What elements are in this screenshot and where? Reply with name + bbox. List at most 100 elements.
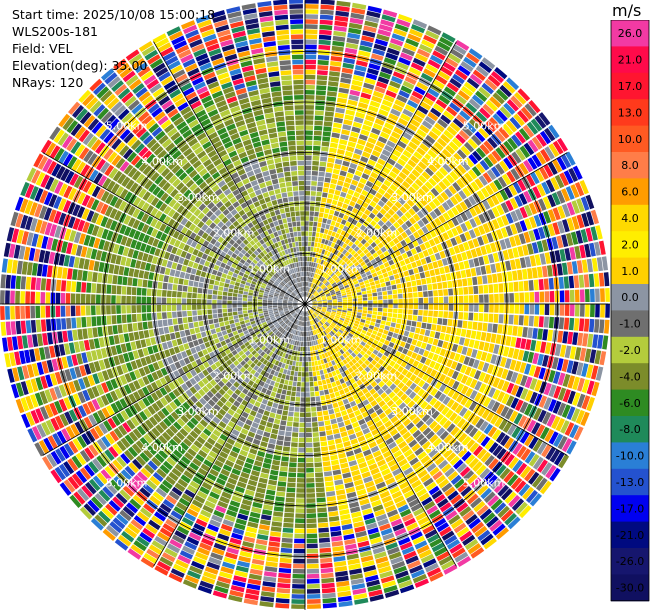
gate-1010	[338, 274, 344, 279]
gate-1402	[524, 218, 532, 230]
gate-316	[334, 189, 341, 196]
gate-2159	[477, 361, 485, 371]
gate-2834	[314, 318, 318, 323]
gate-2493	[370, 353, 376, 359]
gate-3700	[271, 521, 282, 527]
gate-2396	[464, 398, 473, 409]
gate-650	[311, 289, 315, 294]
gate-3163	[364, 480, 375, 488]
gate-1914	[442, 318, 448, 326]
gate-410	[394, 23, 409, 33]
gate-2263	[406, 350, 413, 357]
gate-3681	[285, 426, 293, 432]
gate-262	[333, 163, 342, 170]
gate-2390	[439, 383, 447, 393]
gate-2451	[442, 396, 451, 406]
gate-318	[337, 180, 344, 187]
gate-2106	[509, 359, 517, 371]
gate-964	[385, 228, 393, 236]
gate-375	[340, 191, 347, 198]
gate-575	[409, 95, 421, 105]
gate-946	[318, 289, 323, 293]
gate-2081	[389, 326, 395, 333]
gate-845	[374, 223, 381, 231]
gate-1828	[605, 304, 610, 318]
gate-3437	[309, 386, 315, 392]
gate-2018	[371, 318, 376, 323]
gate-2648	[497, 484, 510, 497]
gate-3060	[414, 540, 428, 550]
gate-158	[326, 91, 337, 97]
gate-2884	[453, 522, 467, 534]
gate-1364	[345, 287, 350, 291]
gate-3316	[316, 370, 321, 376]
gate-3562	[299, 422, 305, 428]
gate-2446	[422, 382, 430, 391]
gate-2513	[449, 412, 458, 422]
gate-3166	[369, 494, 380, 503]
gate-2073	[350, 316, 356, 320]
gate-1679	[448, 288, 454, 296]
gate-793	[392, 192, 401, 201]
gate-595	[321, 271, 326, 277]
gate-3715	[260, 596, 275, 603]
gate-1366	[354, 283, 360, 288]
gate-226	[344, 47, 358, 55]
gate-1071	[347, 270, 353, 275]
gate-1510	[483, 255, 490, 265]
gate-2649	[501, 488, 513, 501]
gate-696	[438, 94, 451, 105]
gate-2578	[465, 439, 476, 450]
gate-1559	[435, 275, 442, 283]
gate-2635	[450, 440, 461, 451]
gate-1705	[578, 274, 585, 288]
gate-2704	[477, 484, 489, 496]
gate-3337	[333, 474, 343, 481]
gate-2121	[581, 379, 590, 394]
gate-3479	[322, 597, 337, 604]
gate-1083	[396, 234, 404, 242]
gate-2261	[397, 346, 404, 353]
gate-408	[391, 33, 406, 42]
gate-1537	[327, 298, 332, 301]
gate-1272	[460, 222, 468, 232]
gate-1555	[416, 279, 422, 286]
gate-149	[322, 136, 331, 142]
gate-2274	[456, 372, 464, 382]
gate-2187	[330, 314, 336, 317]
gate-3334	[331, 459, 339, 466]
gate-3011	[312, 319, 315, 325]
gate-3110	[385, 504, 397, 513]
gate-1586	[569, 246, 576, 260]
gate-1909	[417, 315, 423, 322]
gate-1205	[420, 234, 428, 243]
gate-1948	[317, 306, 322, 308]
gate-1850	[418, 309, 423, 316]
gate-2662	[333, 334, 339, 339]
gate-222	[341, 67, 354, 74]
gate-747	[425, 134, 436, 145]
gate-533	[313, 284, 316, 289]
gate-2930	[408, 475, 419, 485]
gate-2222	[492, 377, 501, 388]
gate-1091	[429, 210, 438, 220]
gate-586	[434, 45, 449, 56]
gate-2111	[533, 366, 541, 378]
gate-1168	[510, 168, 521, 181]
gate-4857	[204, 341, 211, 348]
gate-3409	[331, 540, 344, 547]
gate-3802	[268, 438, 277, 445]
gate-3742	[277, 435, 285, 441]
gate-2776	[318, 321, 323, 326]
gate-2757	[447, 471, 459, 482]
gate-626	[399, 136, 410, 145]
gate-3589	[293, 558, 305, 564]
gate-3515	[306, 483, 315, 488]
gate-206	[329, 147, 337, 154]
gate-2961	[334, 358, 339, 364]
gate-3380	[315, 396, 321, 402]
gate-904	[378, 227, 385, 235]
gate-2774	[312, 313, 316, 318]
gate-2879	[439, 502, 452, 513]
gate-1431	[384, 276, 390, 282]
